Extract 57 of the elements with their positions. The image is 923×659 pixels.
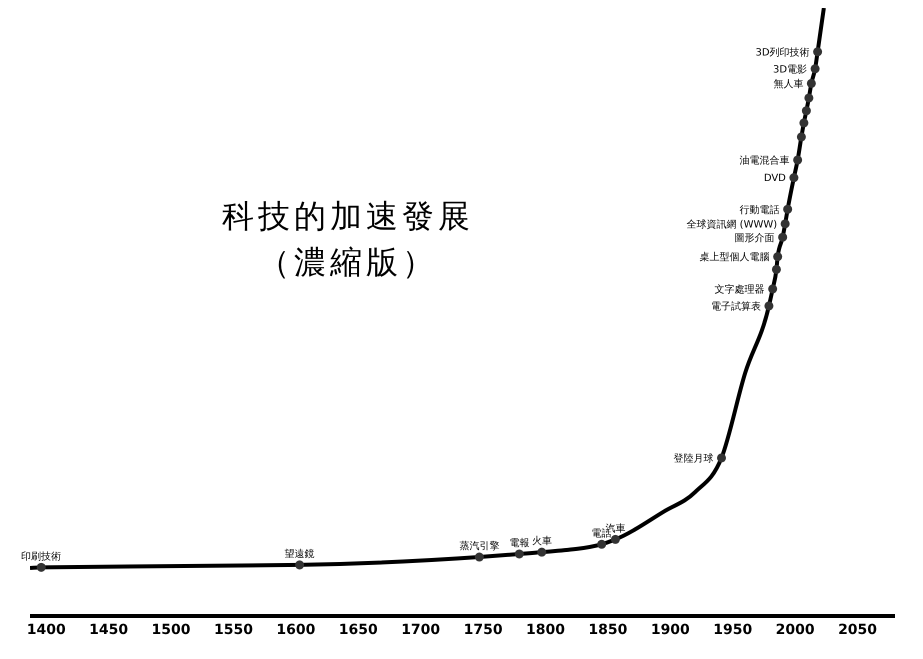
- point: [793, 155, 802, 165]
- point: [813, 47, 822, 56]
- annotation: 3D電影: [773, 63, 808, 76]
- annotation: 文字處理器: [714, 283, 765, 296]
- annotation: 登陸月球: [674, 452, 714, 464]
- point: [810, 64, 820, 74]
- x-tick-label: 1900: [650, 622, 690, 638]
- annotation: 無人車: [773, 78, 804, 90]
- x-tick-label: 1650: [338, 622, 378, 638]
- point: [514, 549, 524, 558]
- point: [789, 173, 798, 182]
- point: [802, 106, 811, 116]
- point: [778, 232, 788, 242]
- point: [295, 560, 304, 570]
- annotation: 行動電話: [740, 204, 780, 216]
- x-tick-label: 1800: [526, 622, 566, 638]
- annotation: 3D列印技術: [756, 46, 810, 58]
- text: （濃縮版）: [257, 242, 439, 283]
- point: [804, 93, 814, 102]
- x-tick-label: 1500: [152, 622, 191, 638]
- point: [796, 132, 806, 142]
- annotation: 蒸汽引擎: [459, 540, 500, 552]
- point: [768, 284, 778, 294]
- point: [783, 204, 792, 214]
- x-tick-label: 1700: [401, 622, 440, 638]
- point: [772, 264, 781, 274]
- x-tick-label: 1550: [214, 622, 254, 638]
- x-tick-label: 1450: [89, 622, 128, 638]
- x-tick-label: 1400: [26, 622, 66, 638]
- annotation: 全球資訊網 (WWW): [686, 218, 778, 230]
- annotation: 桌上型個人電腦: [700, 251, 770, 264]
- point: [716, 453, 726, 462]
- annotation: 電子試算表: [710, 300, 761, 312]
- x-tick-label: 1850: [588, 622, 628, 638]
- annotation: 電報: [509, 536, 530, 549]
- point: [474, 552, 484, 562]
- annotation: 望遠鏡: [284, 548, 315, 560]
- point: [806, 78, 816, 88]
- point: [799, 118, 808, 128]
- x-tick-label: 1750: [464, 622, 503, 638]
- annotation: 印刷技術: [21, 550, 62, 562]
- x-tick-label: 2000: [776, 622, 815, 638]
- annotation: 圖形介面: [734, 232, 775, 244]
- annotation: DVD: [764, 173, 786, 184]
- point: [764, 301, 774, 310]
- point: [36, 562, 46, 572]
- text: 科技的加速發展: [221, 196, 475, 237]
- x-tick-label: 1950: [713, 622, 752, 638]
- annotation: 火車: [532, 535, 552, 548]
- point: [773, 252, 782, 262]
- point: [780, 219, 790, 228]
- point: [597, 540, 606, 549]
- annotation: 油電混合車: [740, 154, 790, 167]
- x-tick-label: 2050: [838, 622, 878, 638]
- point: [537, 548, 546, 557]
- x-tick-label: 1600: [276, 622, 316, 638]
- point: [610, 534, 620, 544]
